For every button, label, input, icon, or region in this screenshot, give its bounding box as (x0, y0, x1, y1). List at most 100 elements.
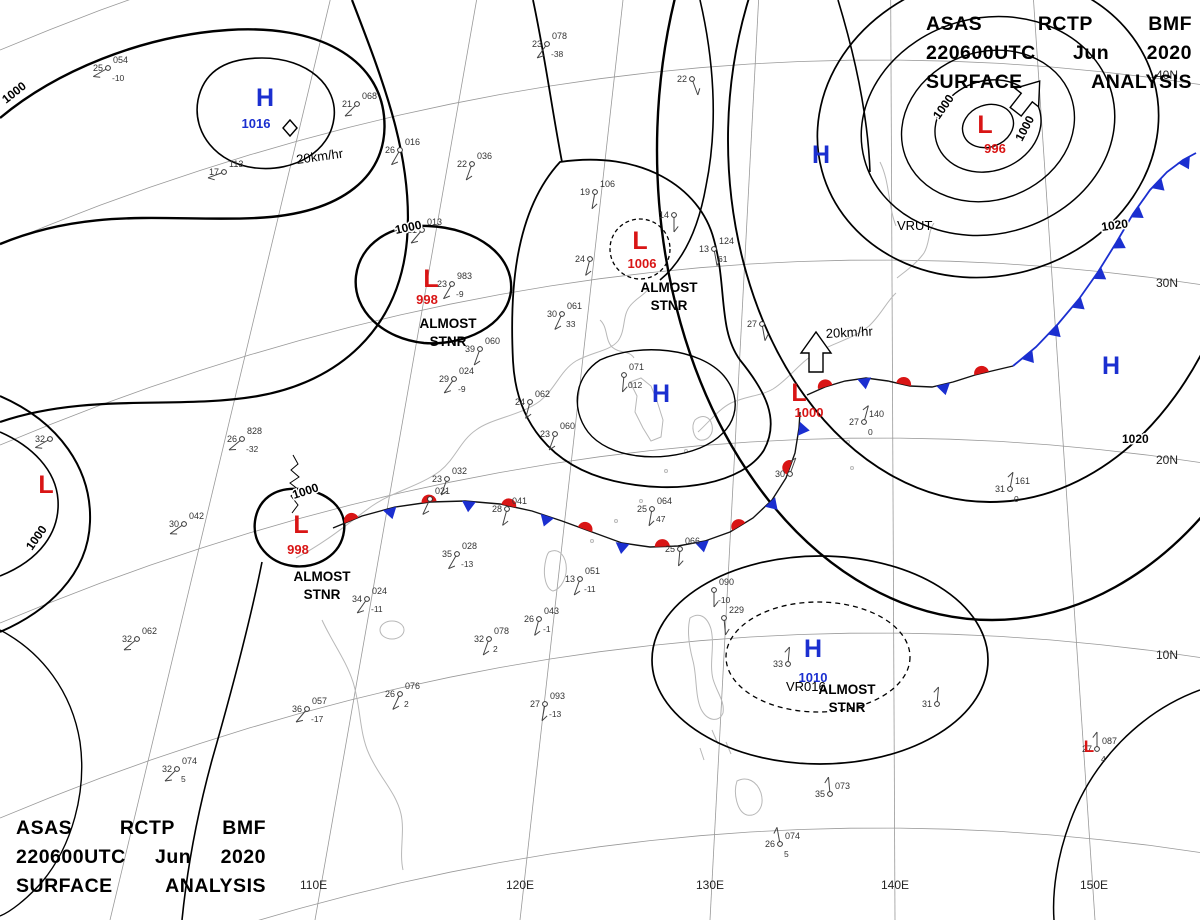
station-plot: 32 062 (122, 626, 157, 651)
wind-barb-feather (391, 161, 399, 166)
station-circle (721, 615, 727, 621)
chart-datetime-line: 220600UTC Jun 2020 (16, 846, 266, 868)
station-temperature: 27 (747, 319, 757, 329)
wind-barb-feather (673, 226, 679, 233)
station-circle (427, 496, 433, 502)
station-dewpoint: 0 (1014, 494, 1019, 504)
station-temperature: 23 (540, 429, 550, 439)
station-pressure-code: 078 (494, 626, 509, 636)
cold-front-line (1012, 152, 1197, 367)
station-circle (469, 161, 475, 167)
isobar-top-tail-3 (837, 0, 871, 173)
station-circle (542, 701, 548, 707)
station-pressure-code: 064 (657, 496, 672, 506)
station-circle (777, 841, 783, 847)
wind-barb-feather (573, 590, 581, 596)
coast-taiwan (543, 550, 567, 592)
station-circle (477, 346, 483, 352)
movement-note: ALMOST (819, 682, 877, 697)
station-plot: 26 828 -32 (227, 426, 262, 454)
station-temperature: 36 (292, 704, 302, 714)
warm-front-semicircle (817, 379, 833, 390)
station-temperature: 28 (492, 504, 502, 514)
cold-front-triangle (1130, 205, 1144, 218)
chart-title-top-right: ASAS RCTP BMF 220600UTC Jun 2020 SURFACE… (926, 10, 1192, 97)
stationary-diamond-symbol (282, 118, 298, 138)
station-plot: 31 161 0 (995, 471, 1030, 504)
station-dewpoint: -11 (584, 584, 596, 594)
cold-front-triangle (1177, 156, 1190, 170)
wind-barb-feather (422, 510, 430, 515)
station-dewpoint: -13 (461, 559, 474, 569)
station-temperature: 13 (699, 244, 709, 254)
station-plot: 29 024 -9 (439, 366, 474, 394)
station-dewpoint: 012 (628, 380, 642, 390)
isobar-1000-west (0, 0, 409, 424)
station-temperature: 32 (122, 634, 132, 644)
station-plot: 36 057 -17 (292, 696, 327, 724)
station-circle (559, 311, 565, 317)
chart-type-line: SURFACE ANALYSIS (16, 875, 266, 897)
station-circle (785, 661, 791, 667)
station-plot: 26 076 2 (385, 681, 420, 710)
station-pressure-code: 106 (600, 179, 615, 189)
station-temperature: 34 (352, 594, 362, 604)
station-pressure-code: 028 (462, 541, 477, 551)
wind-barb-feather (764, 334, 769, 341)
wind-barb-feather (1007, 471, 1014, 478)
wind-barb-feather (648, 520, 655, 527)
station-temperature: 30 (547, 309, 557, 319)
movement-note: STNR (430, 334, 467, 349)
station-temperature: 24 (575, 254, 585, 264)
pressure-value: 1000 (795, 405, 824, 420)
wind-barb-feather (207, 177, 215, 181)
isobar-central-inner (576, 349, 736, 458)
chart-id-line: ASAS RCTP BMF (926, 13, 1192, 35)
parallel-line (0, 59, 1200, 246)
station-temperature: 17 (209, 167, 219, 177)
pressure-value: 1016 (242, 116, 271, 131)
station-pressure-code: 036 (477, 151, 492, 161)
station-circle (397, 691, 403, 697)
wind-barb-feather (473, 360, 481, 366)
station-dewpoint: 4 (1101, 754, 1106, 764)
isobar-low-998-oval (354, 224, 513, 345)
isobar-high-1010-dashed (725, 601, 911, 713)
station-pressure-code: 074 (182, 756, 197, 766)
meridian-line (709, 0, 759, 920)
wind-barb-feather (444, 390, 452, 394)
parallel-line (0, 632, 1200, 819)
wind-barb-feather (541, 715, 548, 722)
coast-korea (629, 377, 664, 442)
latitude-label: 20N (1156, 453, 1178, 467)
station-dewpoint: 2 (493, 644, 498, 654)
latitude-label: 10N (1156, 648, 1178, 662)
station-circle (239, 436, 245, 442)
station-dewpoint: -32 (246, 444, 259, 454)
pressure-value: 996 (984, 141, 1006, 156)
cold-front-triangle (1112, 236, 1126, 249)
station-plot: 30 (775, 457, 797, 479)
station-circle (105, 65, 111, 71)
station-circle (181, 521, 187, 527)
isobar-west-edge-outer (0, 395, 92, 633)
station-temperature: 23 (437, 279, 447, 289)
warm-front-semicircle (782, 460, 793, 475)
station-dewpoint: 5 (181, 774, 186, 784)
station-circle (134, 636, 140, 642)
cold-front-triangle (857, 377, 872, 390)
movement-arrow-north (799, 330, 833, 373)
warm-front-semicircle (344, 512, 359, 524)
stationary-front-line (332, 411, 801, 548)
station-pressure-code: 042 (189, 511, 204, 521)
station-plot: 30 061 33 (547, 301, 582, 330)
isobar-rings-low-996 (655, 0, 1200, 622)
station-temperature: 32 (35, 434, 45, 444)
station-plot: 26 043 -1 (524, 606, 559, 636)
station-circle (486, 636, 492, 642)
warm-front-semicircle (896, 377, 912, 387)
station-dewpoint: -9 (456, 289, 464, 299)
station-pressure-code: 161 (1015, 476, 1030, 486)
station-circle (221, 169, 227, 175)
station-circle (711, 246, 717, 252)
